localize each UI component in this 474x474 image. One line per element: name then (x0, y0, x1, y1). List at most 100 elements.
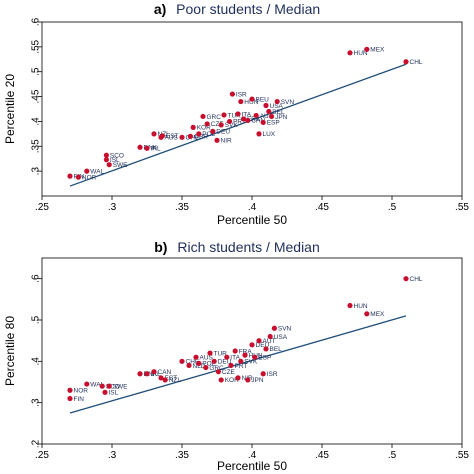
panel-b-point-label-grc: GRC (209, 365, 224, 372)
panel-a-point-tur (221, 112, 227, 118)
panel-b-x-tick-label: .45 (315, 450, 329, 461)
panel-a-point-label-dnk: DNK (144, 145, 158, 152)
panel-a-y-tick-label: .45 (31, 89, 42, 103)
panel-a-point-nir (214, 137, 220, 143)
panel-a-point-irl (144, 145, 150, 151)
panel-a-title: a) Poor students / Median (154, 1, 320, 17)
panel-b-y-tick-label: .3 (31, 398, 42, 407)
panel-b-point-chl (403, 276, 409, 282)
panel-b-point-label-sco: SCO (106, 383, 120, 390)
panel-a-x-tick-label: .45 (315, 202, 329, 213)
panel-a-point-label-svk: SVK (225, 122, 239, 129)
panel-b-point-label-kor: KOR (225, 377, 239, 384)
panel-a-point-label-sco: SCO (110, 153, 124, 160)
panel-a-point-dnk (137, 144, 143, 150)
panel-a-plot-area (41, 21, 463, 197)
panel-b-point-label-nld: NLD (193, 363, 206, 370)
panel-a-point-label-bel: BEL (272, 109, 285, 116)
panel-b-point-aut (256, 338, 262, 344)
panel-b-point-label-aus: AUS (200, 355, 214, 362)
panel-a-point-swe (106, 162, 112, 168)
panel-a-point-ita (235, 111, 241, 117)
panel-a-point-fra (241, 116, 247, 122)
panel-b-y-ticks: .2 .3 .4 .5 .6 (31, 274, 42, 448)
panel-b-point-deu (211, 358, 217, 364)
panel-b-point-pol (196, 360, 202, 366)
panel-b-point-hun (347, 302, 353, 309)
panel-a-y-tick-label: .4 (31, 117, 42, 126)
panel-b-x-tick-label: .4 (248, 450, 257, 461)
panel-a-point-usa (263, 102, 269, 109)
panel-b-y-tick-label: .4 (31, 357, 42, 366)
panel-a-point-label-mex: MEX (370, 47, 385, 54)
panel-a-y-tick-label: .3 (31, 167, 42, 176)
panel-b-point-label-mex: MEX (370, 311, 385, 318)
panel-a-point-label-chl: CHL (410, 59, 423, 66)
panel-a-point-label-usa: USA (270, 103, 284, 110)
panel-b-point-isr (260, 371, 266, 377)
panel-b-point-irl (144, 371, 150, 377)
panel-b-point-dnk (137, 371, 143, 377)
panel-b-point-wal (84, 381, 90, 387)
panel-a-point-cze (204, 121, 210, 127)
panel-a-point-fin (67, 173, 73, 179)
panel-a-point-label-aus: AUS (165, 135, 179, 142)
panel-a-point-label-nir: NIR (221, 138, 233, 145)
panel-a-y-tick-label: .55 (31, 39, 42, 53)
panel-b-point-che (179, 358, 185, 364)
panel-a-point-sco (103, 152, 109, 158)
panel-a-point-label-gbr: GBR (194, 134, 208, 141)
panel-b-point-label-dnk: DNK (144, 371, 158, 378)
panel-a-point-isl (103, 157, 109, 163)
panel-a-point-label-hun: HUN (354, 50, 368, 57)
panel-a: a) Poor students / Median .25 .3 .35 .4 .45.… (3, 1, 469, 227)
panel-b-point-nor (67, 387, 73, 393)
panel-b-point-label-chl: CHL (410, 276, 423, 283)
panel-b-x-tick-label: .25 (35, 450, 49, 461)
panel-a-point-bel (266, 108, 272, 115)
panel-b-letter: b) (154, 239, 167, 255)
panel-a-point-label-lux: LUX (263, 131, 276, 138)
panel-b-point-fra (232, 348, 238, 354)
panel-a-point-label-ita: ITA (242, 111, 252, 118)
panel-b-point-label-tur: TUR (214, 350, 228, 357)
panel-b-point-esp (252, 354, 258, 360)
panel-a-point-esp (260, 119, 266, 126)
panel-b-point-hun (242, 352, 248, 358)
panel-a-point-label-nor: NOR (82, 174, 97, 181)
panel-b-point-can (151, 369, 157, 375)
panel-b-x-label: Percentile 50 (217, 459, 287, 473)
panel-b-x-tick-label: .5 (388, 450, 397, 461)
panel-b-point-label-usa: USA (274, 334, 288, 341)
panel-a-x-tick-label: .5 (388, 202, 397, 213)
panel-a-x-tick-label: .3 (108, 202, 117, 213)
panel-b-point-nzl (162, 377, 168, 383)
panel-b-x-ticks: .25 .3 .35 .4 .45 .5 .55 (35, 444, 469, 461)
panel-b-point-swe (106, 383, 112, 389)
panel-a-point-jpn (269, 113, 275, 120)
panel-a-point-deu (210, 128, 216, 134)
panel-a-point-svk (218, 122, 224, 128)
panel-b-point-label-wal: WAL (90, 381, 104, 388)
panel-b-point-ita (224, 354, 230, 360)
panel-a-point-label-esp: ESP (267, 120, 280, 127)
panel-a-point-wal (84, 168, 90, 174)
panel-a-point-label-grc: GRC (207, 114, 222, 121)
panel-b-title-text: Rich students / Median (177, 239, 319, 255)
panel-b-point-jpn (245, 377, 251, 383)
panel-b-point-tur (207, 350, 213, 356)
panel-a-point-isr (229, 91, 235, 97)
panel-b-y-tick-label: .2 (31, 439, 42, 448)
panel-a-point-can (245, 117, 251, 124)
panel-b-point-label-pol: POL (202, 361, 215, 368)
panel-a-point-label-wal: WAL (90, 168, 104, 175)
panel-b-fit-line (69, 315, 407, 414)
panel-b-x-tick-label: .55 (455, 450, 469, 461)
panel-a-point-label-hun: HUN (244, 99, 258, 106)
panel-b-title: b) Rich students / Median (154, 239, 320, 255)
panel-b-point-kor (218, 377, 224, 383)
panel-b-point-label-isr: ISR (267, 371, 278, 378)
panel-a-point-label-jpn: JPN (275, 114, 288, 121)
panel-a-x-tick-label: .25 (35, 202, 49, 213)
panel-a-point-label-deu: DEU (216, 129, 230, 136)
